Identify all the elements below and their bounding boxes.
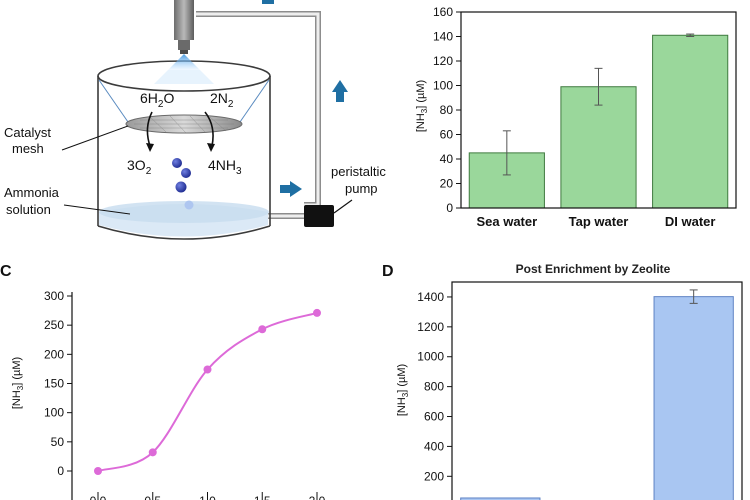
chart-d-ylabel: [NH3] (µM) <box>396 364 410 416</box>
return-tubing-inner <box>196 12 320 207</box>
reaction-arrow-right <box>204 111 214 147</box>
chart-d-bars <box>460 289 734 500</box>
droplet <box>181 168 191 178</box>
chart-b-bars <box>468 33 729 209</box>
x-tick-label: 0.5 <box>144 494 161 500</box>
y-tick-label: 120 <box>433 54 453 68</box>
data-point <box>258 325 267 334</box>
flow-arrow-right <box>280 181 302 197</box>
reaction-arrow-left <box>146 111 153 147</box>
reactant-nitrogen-label: 2N2 <box>210 90 234 110</box>
pump-label-line2: pump <box>345 181 378 196</box>
chart-c-plot <box>94 308 321 475</box>
chart-b-yaxis: 0 20 40 60 80 100 120 140 160 <box>433 5 461 215</box>
ammonia-label-line1: Ammonia <box>4 185 60 200</box>
peristaltic-pump <box>304 205 334 227</box>
data-point <box>148 448 157 457</box>
droplet <box>184 200 194 210</box>
chart-d-yaxis: 0200400600800100012001400 <box>417 290 452 500</box>
x-tick-label: DI water <box>665 214 716 229</box>
y-tick-label: 200 <box>424 469 444 483</box>
y-tick-label: 600 <box>424 410 444 424</box>
x-tick-label: 2.0 <box>309 494 326 500</box>
y-tick-label: 1200 <box>417 320 444 334</box>
data-point <box>94 467 102 475</box>
pump-label-line1: peristaltic <box>331 164 386 179</box>
spray-nozzle <box>174 0 194 40</box>
bar <box>460 497 541 500</box>
bar <box>653 296 734 500</box>
y-tick-label: 80 <box>440 103 454 117</box>
y-tick-label: 150 <box>44 377 64 391</box>
x-tick-label: 1.0 <box>199 494 216 500</box>
chart-c-panel-label: C <box>0 263 12 280</box>
y-tick-label: 200 <box>44 347 64 361</box>
y-tick-label: 0 <box>446 201 453 215</box>
return-tubing <box>196 11 321 208</box>
y-tick-label: 1400 <box>417 290 444 304</box>
x-tick-label: 0.0 <box>90 494 107 500</box>
reactor-schematic: 6H2O 2N2 3O2 4NH3 Catalyst mesh Ammonia … <box>4 0 386 240</box>
y-tick-label: 0 <box>57 464 64 478</box>
chart-b-xaxis: Sea water Tap water DI water <box>476 214 715 229</box>
data-point <box>203 365 212 374</box>
y-tick-label: 160 <box>433 5 453 19</box>
bar <box>652 34 729 209</box>
y-tick-label: 60 <box>440 128 454 142</box>
product-ammonia-label: 4NH3 <box>208 157 242 177</box>
spray-cone <box>168 54 200 70</box>
chart-b-ylabel: [NH3] (µM) <box>415 80 429 132</box>
flow-arrow-top <box>262 0 274 4</box>
y-tick-label: 250 <box>44 318 64 332</box>
y-tick-label: 140 <box>433 30 453 44</box>
catalyst-label-line1: Catalyst <box>4 125 51 140</box>
y-tick-label: 1000 <box>417 350 444 364</box>
x-tick-label: 1.5 <box>254 494 271 500</box>
y-tick-label: 40 <box>440 152 454 166</box>
chart-d-title: Post Enrichment by Zeolite <box>516 262 671 276</box>
chart-c-yaxis: 0 50 100 150 200 250 300 <box>44 289 72 478</box>
chart-c-xaxis: 0.0 0.5 1.0 1.5 2.0 <box>90 492 326 500</box>
flow-arrow-up <box>332 80 348 102</box>
catalyst-label-line2: mesh <box>12 141 44 156</box>
y-tick-label: 400 <box>424 439 444 453</box>
y-tick-label: 50 <box>51 435 65 449</box>
x-tick-label: Sea water <box>476 214 537 229</box>
droplet <box>175 181 187 193</box>
product-oxygen-label: 3O2 <box>127 157 152 177</box>
bar <box>560 86 637 209</box>
reactant-water-label: 6H2O <box>140 90 174 110</box>
chart-c-ylabel: [NH3] (µM) <box>11 357 25 409</box>
y-tick-label: 20 <box>440 177 454 191</box>
y-tick-label: 100 <box>433 79 453 93</box>
series-line <box>97 311 318 472</box>
chart-b-frame <box>460 11 737 209</box>
chart-b: [NH3] (µM) 0 20 40 60 80 100 120 140 160 Sea wat… <box>415 5 737 229</box>
chart-d-panel-label: D <box>382 263 394 280</box>
chart-d: D Post Enrichment by Zeolite [NH3] (µM) … <box>382 262 743 500</box>
x-tick-label: Tap water <box>569 214 629 229</box>
droplet <box>172 158 182 168</box>
y-tick-label: 300 <box>44 289 64 303</box>
chart-d-frame <box>451 281 743 500</box>
y-tick-label: 100 <box>44 406 64 420</box>
y-tick-label: 800 <box>424 380 444 394</box>
ammonia-label-line2: solution <box>6 202 51 217</box>
chart-c: C [NH3] (µM) 0 50 100 150 200 250 300 0.0 0.5 1.… <box>0 263 326 500</box>
data-point <box>313 308 321 317</box>
